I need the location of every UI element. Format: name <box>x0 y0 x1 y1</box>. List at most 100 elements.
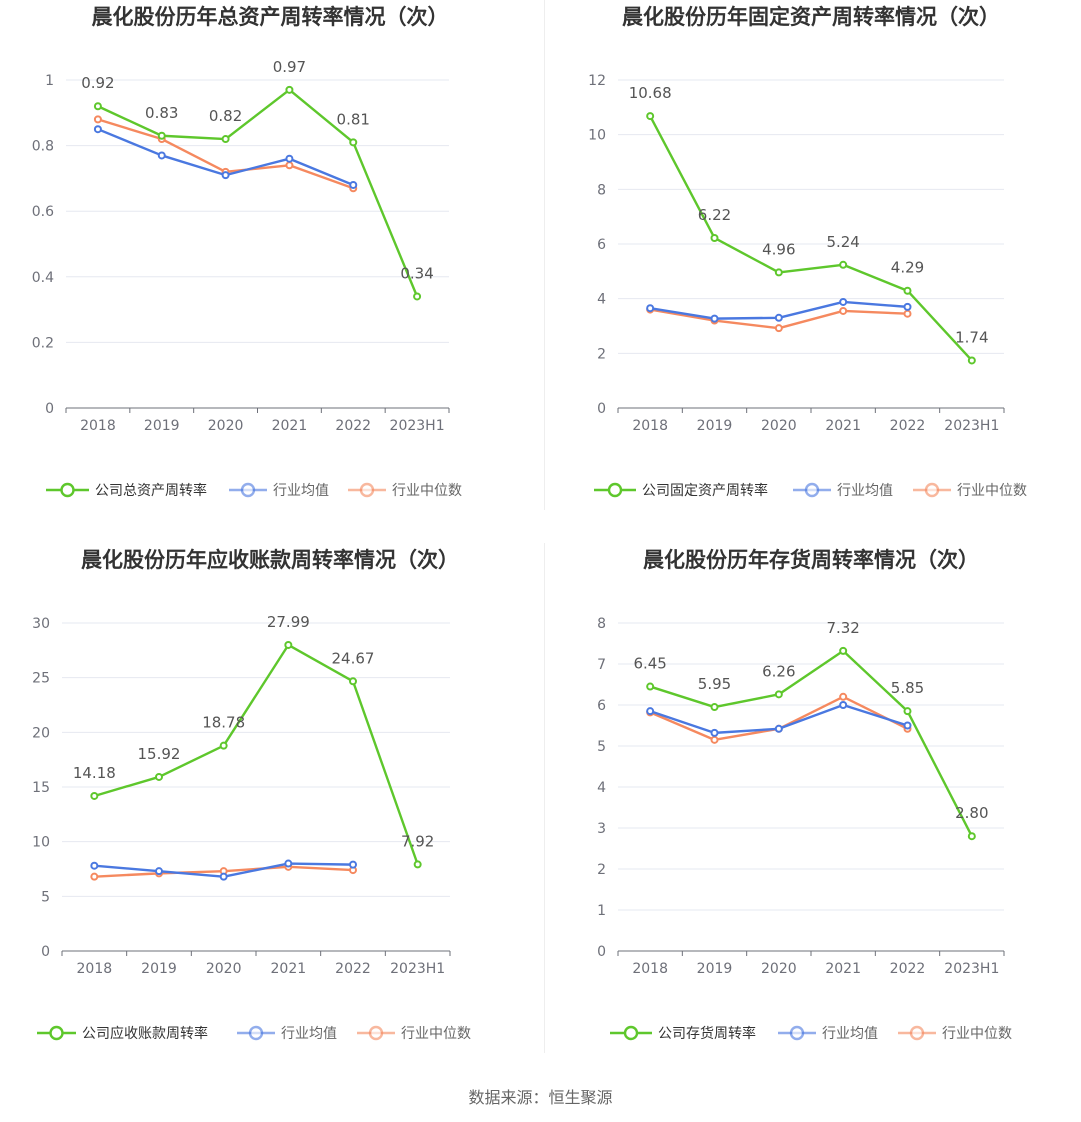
data-point-avg <box>903 721 912 730</box>
data-point-company <box>903 286 912 295</box>
data-point-company <box>774 690 783 699</box>
data-label: 18.78 <box>202 714 245 732</box>
legend-marker <box>240 482 256 498</box>
y-tick-label: 6 <box>597 237 606 253</box>
y-tick-label: 2 <box>597 862 606 878</box>
data-point-company <box>967 356 976 365</box>
data-point-avg <box>93 125 102 134</box>
legend-label: 行业中位数 <box>957 483 1027 499</box>
data-point-median <box>285 161 294 170</box>
data-label: 0.92 <box>81 74 114 92</box>
legend-item-company[interactable]: 公司存货周转率 <box>610 1025 756 1042</box>
y-tick-label: 7 <box>597 657 606 673</box>
x-tick-label: 2023H1 <box>390 961 445 977</box>
y-tick-label: 3 <box>597 821 606 837</box>
data-label: 0.34 <box>400 264 433 282</box>
data-point-avg <box>710 728 719 737</box>
y-tick-label: 8 <box>597 182 606 198</box>
legend-marker <box>804 482 820 498</box>
series-line-median <box>649 695 909 742</box>
y-tick-label: 12 <box>588 73 606 89</box>
y-tick-label: 15 <box>32 780 50 796</box>
data-point-median <box>839 306 848 315</box>
series-line-company <box>93 643 419 865</box>
data-point-avg <box>90 861 99 870</box>
x-tick-label: 2020 <box>761 418 797 434</box>
x-tick-label: 2021 <box>272 418 308 434</box>
data-label: 7.32 <box>826 619 859 637</box>
data-label: 0.97 <box>273 58 306 76</box>
y-tick-label: 1 <box>597 903 606 919</box>
x-tick-label: 2021 <box>825 961 861 977</box>
panel-divider-bottom <box>544 543 545 1053</box>
data-point-median <box>903 309 912 318</box>
x-tick-label: 2022 <box>335 418 371 434</box>
legend-item-median[interactable]: 行业中位数 <box>898 1025 1012 1042</box>
legend-label: 公司固定资产周转率 <box>642 482 768 499</box>
data-point-median <box>90 872 99 881</box>
legend-item-avg[interactable]: 行业均值 <box>229 482 329 499</box>
legend-item-median[interactable]: 行业中位数 <box>913 482 1027 499</box>
legend-item-avg[interactable]: 行业均值 <box>793 482 893 499</box>
data-point-company <box>349 138 358 147</box>
data-label: 0.83 <box>145 104 178 122</box>
legend-item-company[interactable]: 公司固定资产周转率 <box>594 482 768 499</box>
legend-item-median[interactable]: 行业中位数 <box>348 482 462 499</box>
x-tick-label: 2018 <box>77 961 113 977</box>
x-tick-label: 2019 <box>141 961 177 977</box>
data-point-company <box>90 791 99 800</box>
chart-svg: 晨化股份历年固定资产周转率情况（次） 0 2 4 6 8 10 12 2018 2019 2020 2… <box>588 5 1027 499</box>
data-point-company <box>710 703 719 712</box>
data-label: 5.95 <box>698 675 731 693</box>
x-tick-label: 2018 <box>632 418 668 434</box>
data-label: 4.96 <box>762 240 795 258</box>
chart-title: 晨化股份历年存货周转率情况（次） <box>643 548 979 572</box>
x-tick-label: 2020 <box>206 961 242 977</box>
chart-inventory-turnover: 晨化股份历年存货周转率情况（次） 0 1 2 3 4 5 6 7 8 2018 2019 2020 202… <box>541 543 1081 1083</box>
data-point-avg <box>710 314 719 323</box>
legend-marker <box>789 1025 805 1041</box>
x-tick-label: 2022 <box>890 418 926 434</box>
y-tick-label: 6 <box>597 698 606 714</box>
data-label: 4.29 <box>891 259 924 277</box>
legend-marker <box>49 1025 64 1041</box>
data-point-company <box>219 741 228 750</box>
legend-item-company[interactable]: 公司应收账款周转率 <box>37 1025 208 1042</box>
x-tick-label: 2023H1 <box>944 418 999 434</box>
x-tick-label: 2020 <box>208 418 244 434</box>
data-point-company <box>93 102 102 111</box>
x-tick-label: 2022 <box>890 961 926 977</box>
x-tick-label: 2021 <box>271 961 307 977</box>
data-point-company <box>155 772 163 781</box>
data-label: 0.81 <box>337 110 370 128</box>
data-point-avg <box>221 171 230 180</box>
data-point-avg <box>903 302 912 311</box>
data-point-avg <box>774 313 783 322</box>
legend-label: 行业中位数 <box>392 483 462 499</box>
legend-item-company[interactable]: 公司总资产周转率 <box>46 482 207 499</box>
legend-label: 行业均值 <box>273 483 329 499</box>
legend-marker <box>924 482 940 498</box>
legend-label: 行业均值 <box>837 483 893 499</box>
legend-marker <box>368 1025 384 1041</box>
legend-item-median[interactable]: 行业中位数 <box>357 1025 471 1042</box>
data-point-avg <box>285 154 294 163</box>
chart-receivables-turnover: 晨化股份历年应收账款周转率情况（次） 0 5 10 15 20 25 30 2018 2019 20… <box>0 543 540 1083</box>
legend-label: 公司总资产周转率 <box>95 482 207 499</box>
data-point-avg <box>839 297 848 306</box>
legend-item-avg[interactable]: 行业均值 <box>237 1025 337 1042</box>
data-point-company <box>221 135 230 144</box>
y-tick-label: 2 <box>597 346 606 362</box>
series-line-company <box>97 88 419 297</box>
data-point-company <box>285 85 294 94</box>
y-tick-label: 0 <box>45 401 54 417</box>
data-point-median <box>93 115 102 124</box>
data-point-company <box>710 233 719 242</box>
data-point-median <box>710 735 719 744</box>
chart-total-asset-turnover: 晨化股份历年总资产周转率情况（次） 0 0.2 0.4 0.6 0.8 1 2018 2019 2… <box>0 0 540 540</box>
data-point-company <box>284 640 293 649</box>
y-tick-label: 10 <box>588 128 606 144</box>
legend-item-avg[interactable]: 行业均值 <box>778 1025 878 1042</box>
data-point-avg <box>219 872 228 881</box>
x-tick-label: 2023H1 <box>390 418 445 434</box>
